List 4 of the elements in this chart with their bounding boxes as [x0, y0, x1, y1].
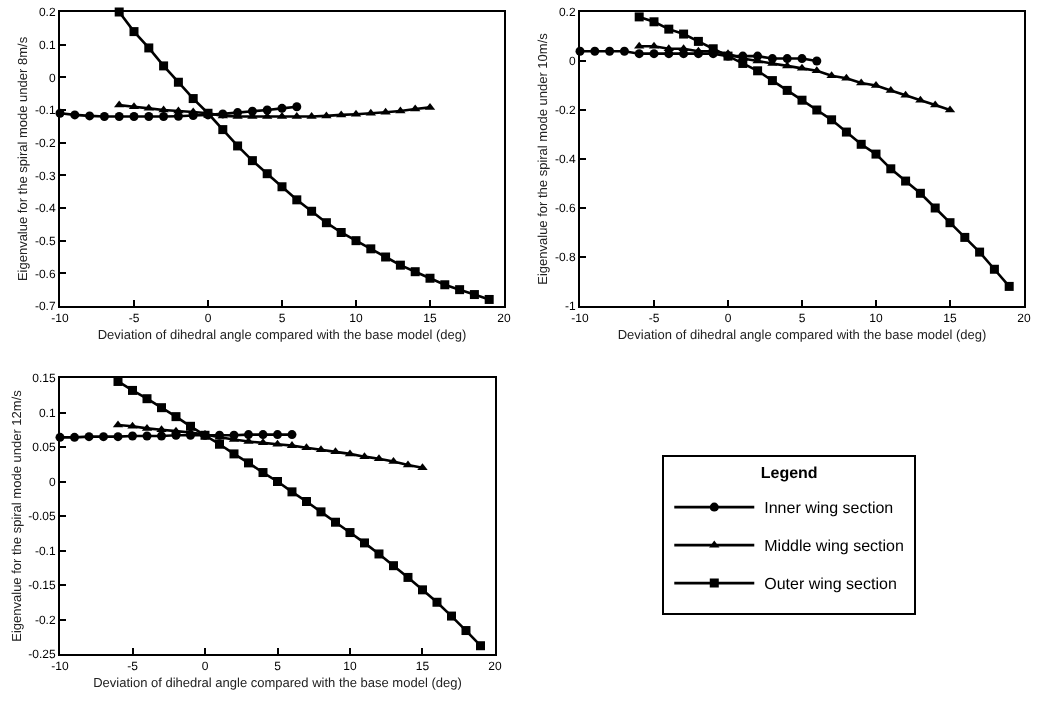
legend-label: Outer wing section	[764, 575, 897, 594]
legend-label: Middle wing section	[764, 537, 904, 556]
legend-title: Legend	[760, 464, 818, 483]
legend-label: Inner wing section	[764, 499, 894, 518]
